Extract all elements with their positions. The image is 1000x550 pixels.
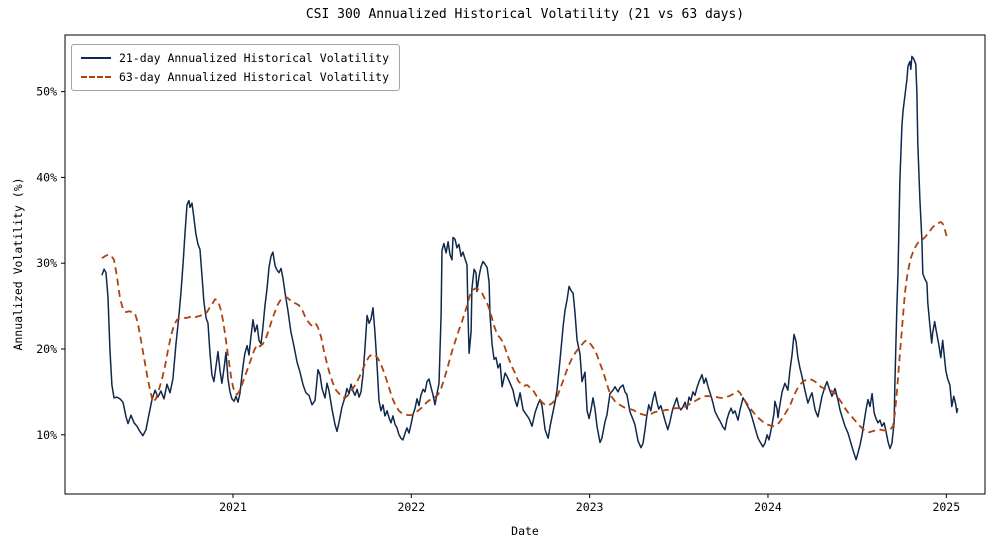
x-tick-label: 2023 (576, 500, 604, 514)
x-tick-label: 2025 (932, 500, 960, 514)
y-tick-label: 50% (36, 85, 57, 99)
legend-item-21day: 21-day Annualized Historical Volatility (81, 51, 389, 65)
x-tick-label: 2024 (754, 500, 782, 514)
x-tick-label: 2022 (397, 500, 425, 514)
y-tick-label: 30% (36, 256, 57, 270)
chart-title: CSI 300 Annualized Historical Volatility… (305, 7, 745, 22)
plot-border (64, 34, 986, 495)
legend-label-63day: 63-day Annualized Historical Volatility (119, 70, 390, 84)
y-tick-label: 10% (36, 428, 57, 442)
y-tick-label: 20% (36, 342, 57, 356)
x-tick-label: 2021 (219, 500, 247, 514)
x-axis-label: Date (511, 524, 539, 538)
legend-box: 21-day Annualized Historical Volatility … (71, 44, 401, 91)
legend-line-21day-swatch (81, 57, 111, 59)
y-tick-label: 40% (36, 170, 57, 184)
legend-item-63day: 63-day Annualized Historical Volatility (81, 70, 389, 84)
legend-line-63day-swatch (81, 76, 111, 78)
series-line-63day (101, 221, 948, 434)
legend-label-21day: 21-day Annualized Historical Volatility (119, 51, 390, 65)
series-line-21day (101, 55, 959, 461)
